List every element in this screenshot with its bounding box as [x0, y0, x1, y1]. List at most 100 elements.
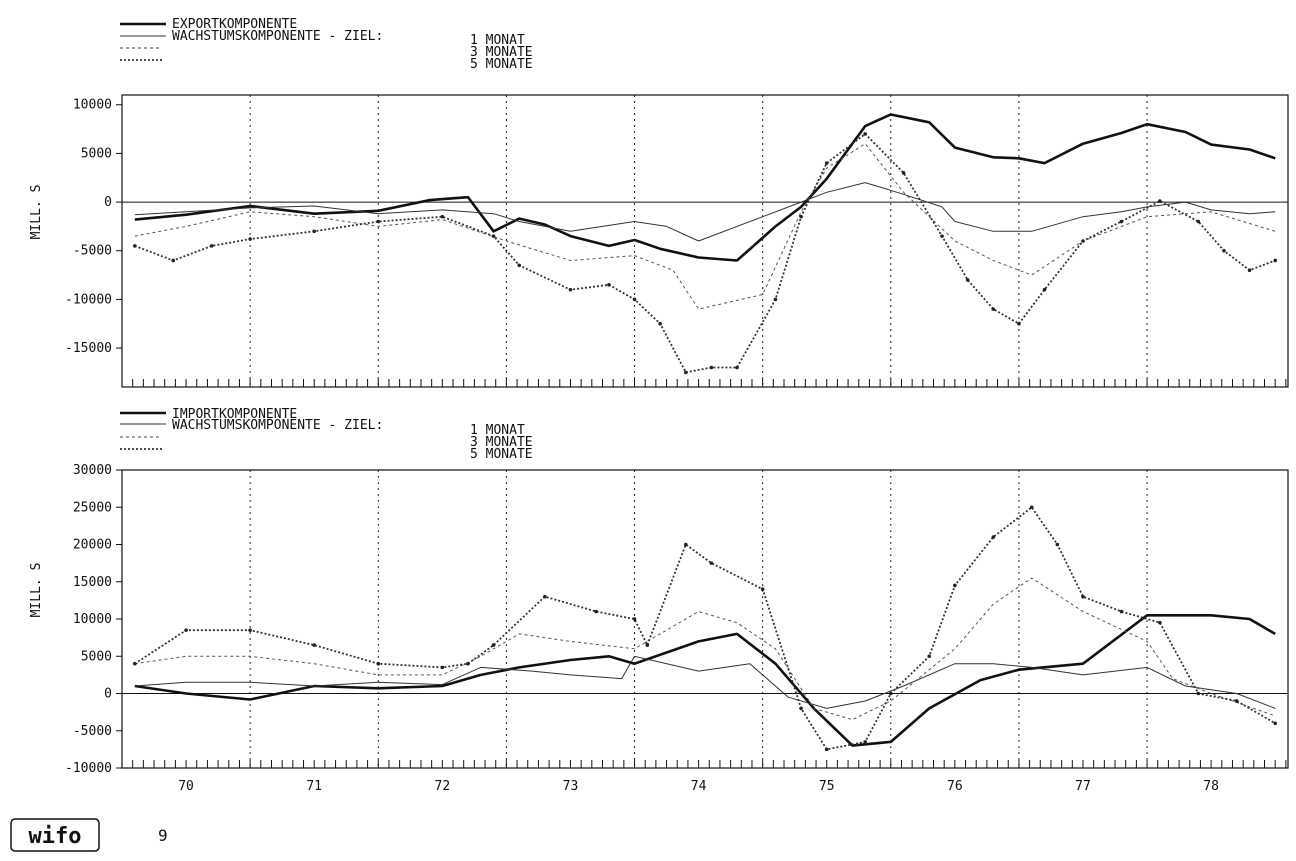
series-point [1042, 287, 1047, 292]
series-point [1017, 321, 1021, 326]
wifo-logo-text: wifo [29, 824, 82, 849]
series-line-thick [134, 614, 1276, 747]
series-point [709, 365, 714, 370]
legend-entry: EXPORTKOMPONENTE [172, 17, 297, 32]
y-tick-label: 0 [104, 687, 112, 702]
x-tick-label: 71 [306, 779, 322, 794]
series-point [1029, 505, 1034, 510]
series-point [991, 535, 996, 539]
legend-target: 5 MONATE [470, 447, 533, 462]
series-point [760, 587, 765, 591]
x-tick-label: 74 [691, 779, 707, 794]
series-point [248, 628, 252, 632]
series-point [491, 643, 496, 647]
series-line-dot [134, 506, 1276, 751]
legend-target: 1 MONAT [470, 33, 525, 48]
series-point [863, 132, 867, 136]
series-point [1055, 542, 1060, 547]
series-point [1273, 721, 1277, 726]
legend-entry: IMPORTKOMPONENTE [172, 407, 297, 422]
series-point [632, 297, 637, 302]
x-axis-year-labels: 70 71 72 73 74 75 76 77 78 [178, 779, 1219, 794]
y-tick-label: -10000 [65, 292, 112, 307]
series-point [709, 561, 714, 565]
series-point [991, 307, 996, 311]
x-tick-label: 70 [178, 779, 194, 794]
export-legend: EXPORTKOMPONENTE WACHSTUMSKOMPONENTE - Z… [120, 17, 533, 72]
y-tick-label: 20000 [73, 538, 112, 553]
x-tick-label: 73 [563, 779, 579, 794]
legend-target: 3 MONATE [470, 435, 533, 450]
legend-target: 5 MONATE [470, 57, 533, 72]
series-point [888, 691, 893, 696]
series-point [1196, 219, 1201, 224]
y-tick-label: 30000 [73, 463, 112, 478]
y-tick-label: 15000 [73, 575, 112, 590]
series-point [1247, 268, 1252, 273]
series-point [440, 665, 445, 670]
series-point [1119, 219, 1124, 224]
export-y-axis-label: MILL. S [29, 185, 44, 240]
export-series-group [133, 113, 1277, 375]
page-number: 9 [158, 826, 168, 845]
legend-target: 3 MONATE [470, 45, 533, 60]
series-point [799, 214, 803, 219]
series-point [133, 244, 137, 248]
import-series-group [133, 505, 1277, 752]
y-tick-label: 25000 [73, 500, 112, 515]
series-point [184, 628, 188, 632]
series-point [1081, 239, 1085, 243]
y-tick-label: 10000 [73, 612, 112, 627]
series-point [133, 661, 137, 666]
series-point [1234, 699, 1239, 703]
import-y-ticks: 30000 25000 20000 15000 10000 5000 0 -5000 -1000… [65, 463, 122, 776]
import-year-gridlines [249, 470, 1148, 768]
import-plot-frame [121, 469, 1289, 769]
x-tick-label: 72 [435, 779, 451, 794]
series-point [517, 263, 522, 268]
import-legend: IMPORTKOMPONENTE WACHSTUMSKOMPONENTE - Z… [120, 407, 533, 462]
series-point [1081, 594, 1085, 599]
legend-target: 1 MONAT [470, 423, 525, 438]
series-point [312, 643, 316, 647]
series-line-dash [134, 143, 1276, 310]
series-point [773, 297, 778, 302]
series-point [1196, 691, 1201, 696]
series-point [901, 171, 906, 175]
export-x-minor-ticks [121, 379, 1287, 387]
series-point [965, 278, 970, 282]
y-tick-label: -10000 [65, 761, 112, 776]
export-y-ticks: 10000 5000 0 -5000 -10000 -15000 [65, 98, 122, 356]
series-point [927, 654, 932, 659]
x-tick-label: 76 [947, 779, 963, 794]
y-tick-label: 10000 [73, 98, 112, 113]
series-point [658, 321, 662, 326]
series-line-thin [134, 182, 1276, 242]
series-line-thin [134, 655, 1276, 709]
y-tick-label: 5000 [81, 146, 112, 161]
series-point [376, 219, 381, 224]
series-point [171, 258, 176, 263]
y-tick-label: -15000 [65, 341, 112, 356]
y-tick-label: -5000 [73, 244, 112, 259]
y-tick-label: 0 [104, 195, 112, 210]
series-point [940, 234, 944, 238]
series-point [491, 234, 496, 238]
series-point [1158, 199, 1162, 203]
import-y-axis-label: MILL. S [29, 563, 44, 618]
series-point [824, 161, 829, 165]
series-point [953, 583, 957, 588]
series-line-dot [134, 133, 1276, 374]
x-tick-label: 77 [1075, 779, 1091, 794]
series-point [1222, 248, 1226, 253]
x-tick-label: 75 [819, 779, 835, 794]
series-point [440, 214, 445, 219]
series-point [735, 365, 739, 370]
x-tick-label: 78 [1203, 779, 1219, 794]
series-point [683, 542, 688, 547]
import-chart: 30000 25000 20000 15000 10000 5000 0 -5000 -1000… [29, 407, 1289, 776]
y-tick-label: 5000 [81, 649, 112, 664]
series-point [1273, 258, 1277, 263]
export-plot-frame [121, 94, 1289, 388]
series-point [824, 747, 829, 752]
